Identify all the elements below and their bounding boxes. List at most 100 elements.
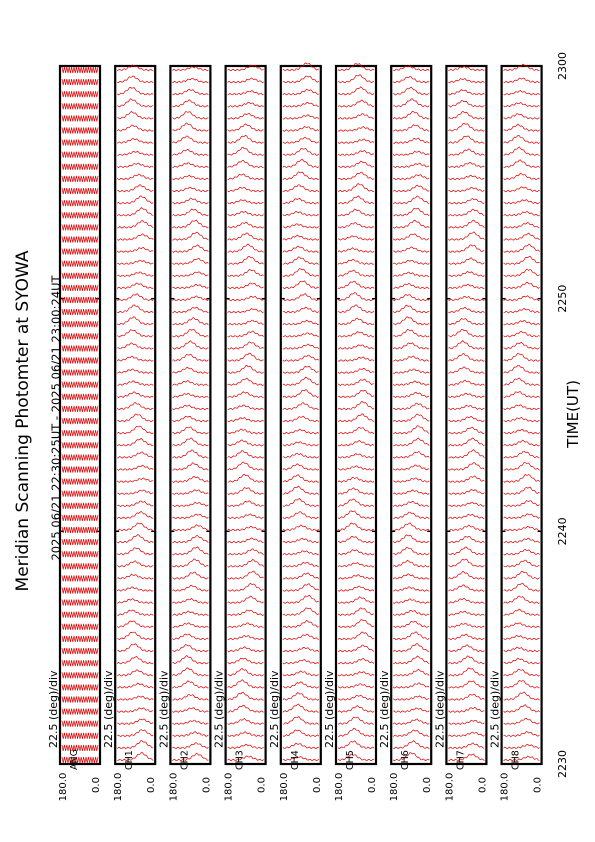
scan-trace <box>393 631 430 640</box>
scan-trace <box>393 620 430 629</box>
scan-trace <box>282 125 320 132</box>
channel-label-ch6: CH6 <box>400 750 411 770</box>
scan-trace <box>282 511 319 519</box>
scan-trace <box>503 595 540 604</box>
scan-trace <box>282 267 320 278</box>
scan-trace <box>227 450 264 459</box>
scan-trace <box>503 704 540 713</box>
scan-trace <box>172 208 209 217</box>
scan-trace <box>172 426 209 435</box>
scan-trace <box>282 332 319 338</box>
scan-trace <box>448 295 485 302</box>
x-tick-label: 2250 <box>556 285 569 313</box>
scan-trace <box>282 354 320 362</box>
scan-trace <box>61 212 99 219</box>
scan-trace <box>227 646 264 653</box>
scale-label: 22.5 (deg)/div <box>323 670 336 748</box>
scan-trace <box>282 498 320 508</box>
scan-trace <box>61 309 99 316</box>
scan-trace <box>337 304 375 314</box>
scan-trace <box>337 596 375 604</box>
scan-trace <box>503 232 540 241</box>
scan-trace <box>392 451 430 459</box>
scan-trace <box>282 147 320 156</box>
scan-trace <box>117 752 154 762</box>
scan-trace <box>337 585 375 592</box>
scan-trace <box>282 184 320 193</box>
scan-trace <box>61 672 99 679</box>
scan-trace <box>117 643 154 653</box>
scan-trace <box>172 99 209 108</box>
scan-trace <box>282 343 320 350</box>
scan-trace <box>448 148 485 156</box>
scan-trace <box>503 486 540 495</box>
scan-trace <box>392 425 430 435</box>
y-tick-top: 180.0 <box>500 773 511 802</box>
scan-trace <box>116 173 154 180</box>
scan-trace <box>172 122 209 132</box>
scan-trace <box>172 535 209 544</box>
scan-trace <box>227 352 264 362</box>
scan-trace <box>61 708 99 715</box>
scan-trace <box>227 377 264 386</box>
scan-trace <box>337 235 375 241</box>
scan-trace <box>282 415 320 423</box>
panel-frame-ang <box>58 64 102 766</box>
scan-trace <box>282 670 319 677</box>
scan-trace <box>392 718 430 725</box>
y-tick-bottom: 0.0 <box>422 777 433 793</box>
y-tick-top: 180.0 <box>224 773 235 802</box>
scan-trace <box>227 64 264 72</box>
scan-trace <box>227 221 264 229</box>
scan-trace <box>337 716 374 725</box>
scan-trace <box>503 77 540 84</box>
scan-trace <box>282 280 319 290</box>
scan-trace <box>392 489 430 495</box>
scan-trace <box>448 161 485 169</box>
scan-trace <box>282 210 319 217</box>
scan-trace <box>393 246 430 253</box>
scan-trace <box>172 462 209 471</box>
scan-trace <box>227 755 264 762</box>
scan-trace <box>117 293 154 302</box>
scan-trace <box>227 255 264 265</box>
scan-trace <box>282 594 319 604</box>
scan-trace <box>448 306 485 314</box>
scan-trace <box>503 450 540 459</box>
scan-trace <box>172 186 209 193</box>
scan-trace <box>337 258 375 265</box>
scan-trace <box>503 159 540 168</box>
scan-trace <box>393 328 430 338</box>
scan-trace <box>337 356 375 362</box>
y-tick-top: 180.0 <box>389 773 400 802</box>
scale-label: 22.5 (deg)/div <box>157 670 170 748</box>
scan-trace <box>61 744 99 751</box>
scan-trace <box>227 90 264 96</box>
scan-trace <box>392 380 430 386</box>
scan-trace <box>393 598 430 604</box>
scan-trace <box>392 752 430 762</box>
scan-trace <box>172 284 209 290</box>
scan-trace <box>172 231 209 241</box>
scan-trace <box>503 608 540 616</box>
scan-trace <box>448 719 485 725</box>
scan-trace <box>392 219 430 229</box>
scan-trace <box>503 525 540 532</box>
scan-trace <box>503 123 540 132</box>
scan-trace <box>337 522 375 532</box>
scan-trace <box>338 195 375 205</box>
scan-trace <box>503 622 540 629</box>
scan-trace <box>393 174 430 181</box>
scan-trace <box>392 534 430 544</box>
scan-trace <box>282 474 319 483</box>
scan-trace <box>393 294 430 302</box>
scan-trace <box>61 139 99 146</box>
scan-trace <box>116 655 154 665</box>
scan-trace <box>503 268 540 278</box>
scan-trace <box>116 437 154 447</box>
scan-trace <box>392 195 430 205</box>
scan-trace <box>227 365 264 374</box>
scan-trace <box>282 681 320 689</box>
scan-trace <box>172 162 209 168</box>
scan-trace <box>117 451 154 459</box>
